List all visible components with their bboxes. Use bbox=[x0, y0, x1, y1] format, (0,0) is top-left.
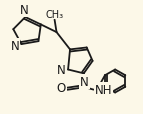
Text: N: N bbox=[20, 4, 29, 17]
Text: N: N bbox=[57, 63, 66, 76]
Text: N: N bbox=[11, 39, 19, 52]
Text: NH: NH bbox=[95, 83, 112, 96]
Text: N: N bbox=[80, 76, 89, 88]
Text: CH₃: CH₃ bbox=[45, 10, 64, 19]
Text: O: O bbox=[57, 82, 66, 94]
